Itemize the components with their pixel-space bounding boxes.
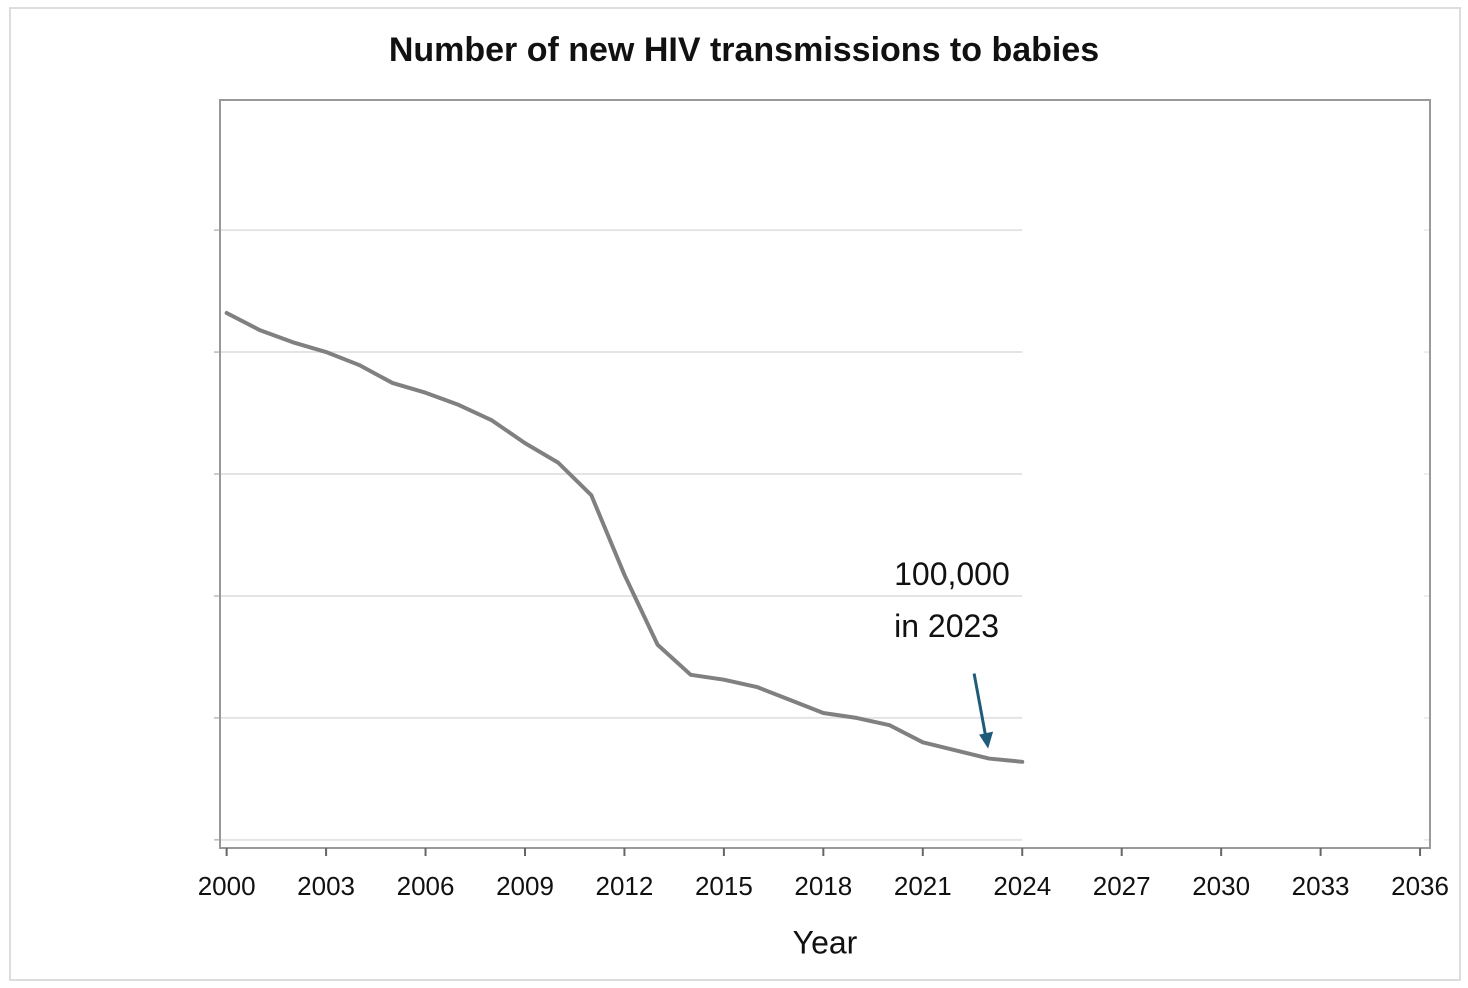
x-tick-label: 2000 xyxy=(198,871,256,901)
x-tick-label: 2003 xyxy=(297,871,355,901)
x-tick-label: 2021 xyxy=(894,871,952,901)
x-tick-label: 2027 xyxy=(1093,871,1151,901)
x-axis-label: Year xyxy=(793,924,858,960)
annotation-text: 100,000 xyxy=(894,556,1010,592)
chart-title: Number of new HIV transmissions to babie… xyxy=(389,31,1099,69)
x-tick-label: 2015 xyxy=(695,871,753,901)
x-tick-label: 2018 xyxy=(794,871,852,901)
x-tick-label: 2024 xyxy=(993,871,1051,901)
annotation-arrowhead xyxy=(979,731,994,749)
chart-frame xyxy=(9,7,1461,981)
annotation-text: in 2023 xyxy=(894,608,999,644)
x-tick-label: 2030 xyxy=(1192,871,1250,901)
x-tick-label: 2033 xyxy=(1292,871,1350,901)
x-tick-label: 2036 xyxy=(1391,871,1449,901)
data-line xyxy=(224,311,1025,764)
x-tick-label: 2009 xyxy=(496,871,554,901)
x-tick-label: 2006 xyxy=(397,871,455,901)
annotation-arrow xyxy=(972,673,988,739)
plot-frame xyxy=(219,99,1431,849)
x-tick-label: 2012 xyxy=(596,871,654,901)
